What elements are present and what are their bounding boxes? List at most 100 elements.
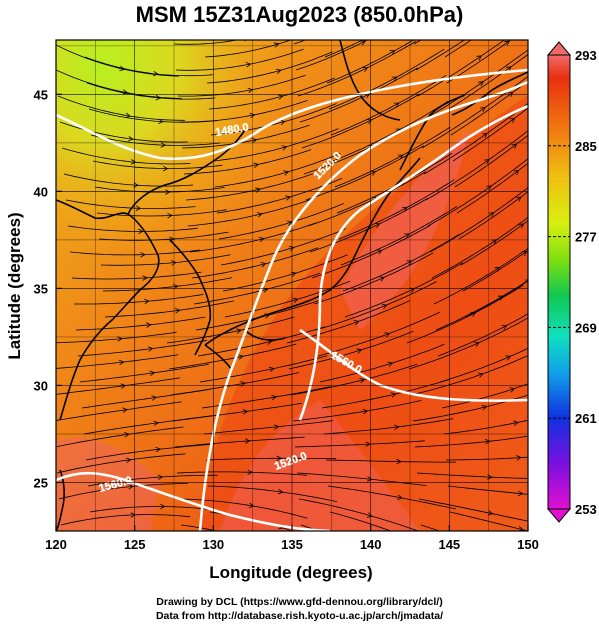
streamline-arrow xyxy=(591,24,596,29)
streamline xyxy=(56,377,180,395)
streamline xyxy=(67,225,198,232)
streamline xyxy=(56,69,182,99)
streamline-arrow xyxy=(474,30,479,34)
streamline xyxy=(295,40,369,71)
streamline xyxy=(581,178,599,265)
x-tick-label: 120 xyxy=(45,537,67,552)
streamline xyxy=(216,178,343,214)
streamline xyxy=(292,400,422,422)
wind-streamlines xyxy=(56,14,599,551)
streamline xyxy=(325,459,456,463)
streamline xyxy=(298,498,420,531)
streamline xyxy=(454,134,528,188)
streamline xyxy=(177,74,306,97)
streamline-arrow xyxy=(502,15,507,20)
streamline xyxy=(406,284,524,344)
streamline xyxy=(218,203,344,240)
streamline xyxy=(207,485,337,502)
streamline xyxy=(566,444,599,460)
streamline xyxy=(419,49,528,123)
streamline-arrow xyxy=(387,24,392,28)
streamline xyxy=(417,40,505,97)
streamline xyxy=(433,247,528,305)
streamline xyxy=(464,280,528,318)
streamline xyxy=(89,506,220,513)
y-tick-label: 45 xyxy=(34,87,48,102)
streamline xyxy=(338,179,455,240)
y-tick-label: 40 xyxy=(34,184,48,199)
x-tick-label: 135 xyxy=(281,537,303,552)
streamline xyxy=(290,363,418,396)
colorbar-scale xyxy=(547,54,571,510)
axis-ticks: 120 125 130 135 140 145 150 25 30 35 40 45 xyxy=(34,87,539,552)
streamline xyxy=(413,40,422,45)
streamline-arrow xyxy=(358,14,363,18)
streamline xyxy=(568,486,599,487)
streamline xyxy=(81,388,211,409)
streamline xyxy=(174,436,305,448)
streamline-arrow xyxy=(487,546,492,551)
x-tick-label: 145 xyxy=(438,537,460,552)
streamline xyxy=(446,456,528,461)
streamline xyxy=(56,331,177,344)
credit-data: Data from http://database.rish.kyoto-u.a… xyxy=(155,610,444,622)
streamline xyxy=(340,206,458,266)
streamline xyxy=(83,415,213,435)
streamline xyxy=(57,95,185,121)
streamline-arrow xyxy=(398,530,399,531)
streamline xyxy=(415,40,465,71)
streamline xyxy=(334,126,451,188)
colorbar-tick-label: 293 xyxy=(575,48,597,63)
streamline xyxy=(342,233,460,292)
colorbar-bottom-arrow xyxy=(546,508,572,523)
streamline xyxy=(423,102,528,175)
streamline xyxy=(193,272,321,305)
streamline xyxy=(183,149,312,175)
x-tick-label: 125 xyxy=(124,537,146,552)
streamline xyxy=(77,339,208,357)
streamline xyxy=(577,124,599,213)
streamline xyxy=(294,440,425,448)
streamline xyxy=(449,511,528,531)
streamline xyxy=(307,171,427,227)
streamline xyxy=(65,199,196,209)
colorbar-tick-label: 261 xyxy=(575,411,597,426)
streamline xyxy=(456,162,528,214)
streamline xyxy=(203,420,334,435)
streamline-arrow xyxy=(591,336,596,340)
streamline xyxy=(447,485,528,495)
streamline xyxy=(102,277,233,292)
streamline xyxy=(85,443,215,461)
streamline xyxy=(446,40,512,84)
streamline xyxy=(63,173,194,187)
streamline xyxy=(71,271,202,280)
streamline xyxy=(180,524,218,531)
streamline xyxy=(444,40,472,58)
map-field: 1480.0 1520.0 1520.0 1560.0 1560.0 xyxy=(56,14,599,551)
streamline xyxy=(61,147,191,165)
streamline xyxy=(408,317,528,370)
streamline xyxy=(206,51,333,84)
streamline xyxy=(214,153,341,188)
streamline xyxy=(317,311,441,357)
streamline xyxy=(181,124,310,149)
streamline xyxy=(460,220,528,266)
streamline xyxy=(435,280,528,331)
streamline xyxy=(579,150,599,239)
streamline xyxy=(311,224,431,279)
streamline xyxy=(441,383,528,409)
streamline xyxy=(212,128,339,162)
streamline xyxy=(168,343,297,370)
streamline xyxy=(84,56,213,77)
x-tick-label: 140 xyxy=(360,537,382,552)
streamline-arrow xyxy=(249,538,254,543)
streamline xyxy=(329,511,392,531)
streamline xyxy=(56,453,186,474)
streamline xyxy=(330,74,447,136)
streamline xyxy=(205,457,336,461)
streamline xyxy=(204,40,293,58)
x-axis-label: Longitude (degrees) xyxy=(209,563,372,582)
streamline xyxy=(569,24,599,109)
streamline xyxy=(189,222,317,253)
y-tick-label: 25 xyxy=(34,475,48,490)
